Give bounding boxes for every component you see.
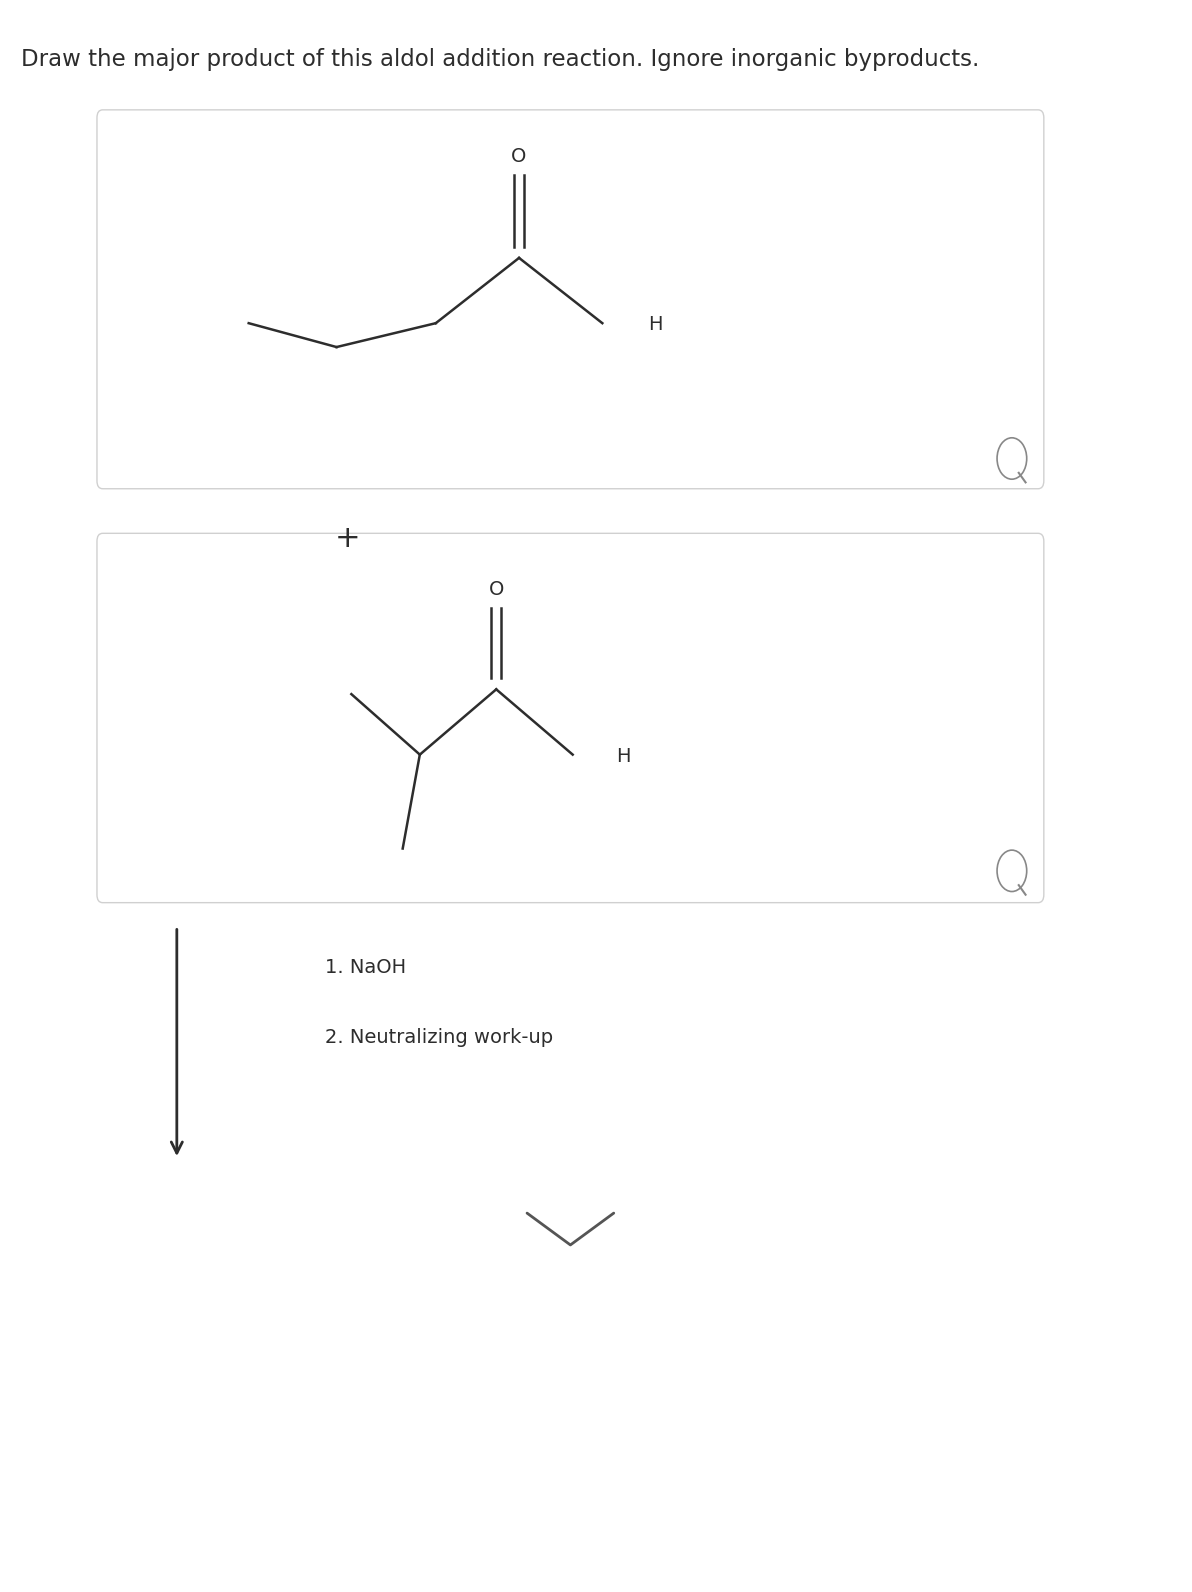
- Text: 1. NaOH: 1. NaOH: [325, 958, 406, 977]
- Text: O: O: [489, 579, 504, 599]
- Text: 2. Neutralizing work-up: 2. Neutralizing work-up: [325, 1028, 553, 1048]
- FancyBboxPatch shape: [97, 110, 1044, 489]
- Text: Draw the major product of this aldol addition reaction. Ignore inorganic byprodu: Draw the major product of this aldol add…: [20, 48, 979, 70]
- Text: H: H: [648, 315, 663, 334]
- Text: +: +: [335, 524, 361, 552]
- Text: O: O: [511, 146, 527, 166]
- FancyBboxPatch shape: [97, 533, 1044, 903]
- Text: H: H: [616, 747, 631, 766]
